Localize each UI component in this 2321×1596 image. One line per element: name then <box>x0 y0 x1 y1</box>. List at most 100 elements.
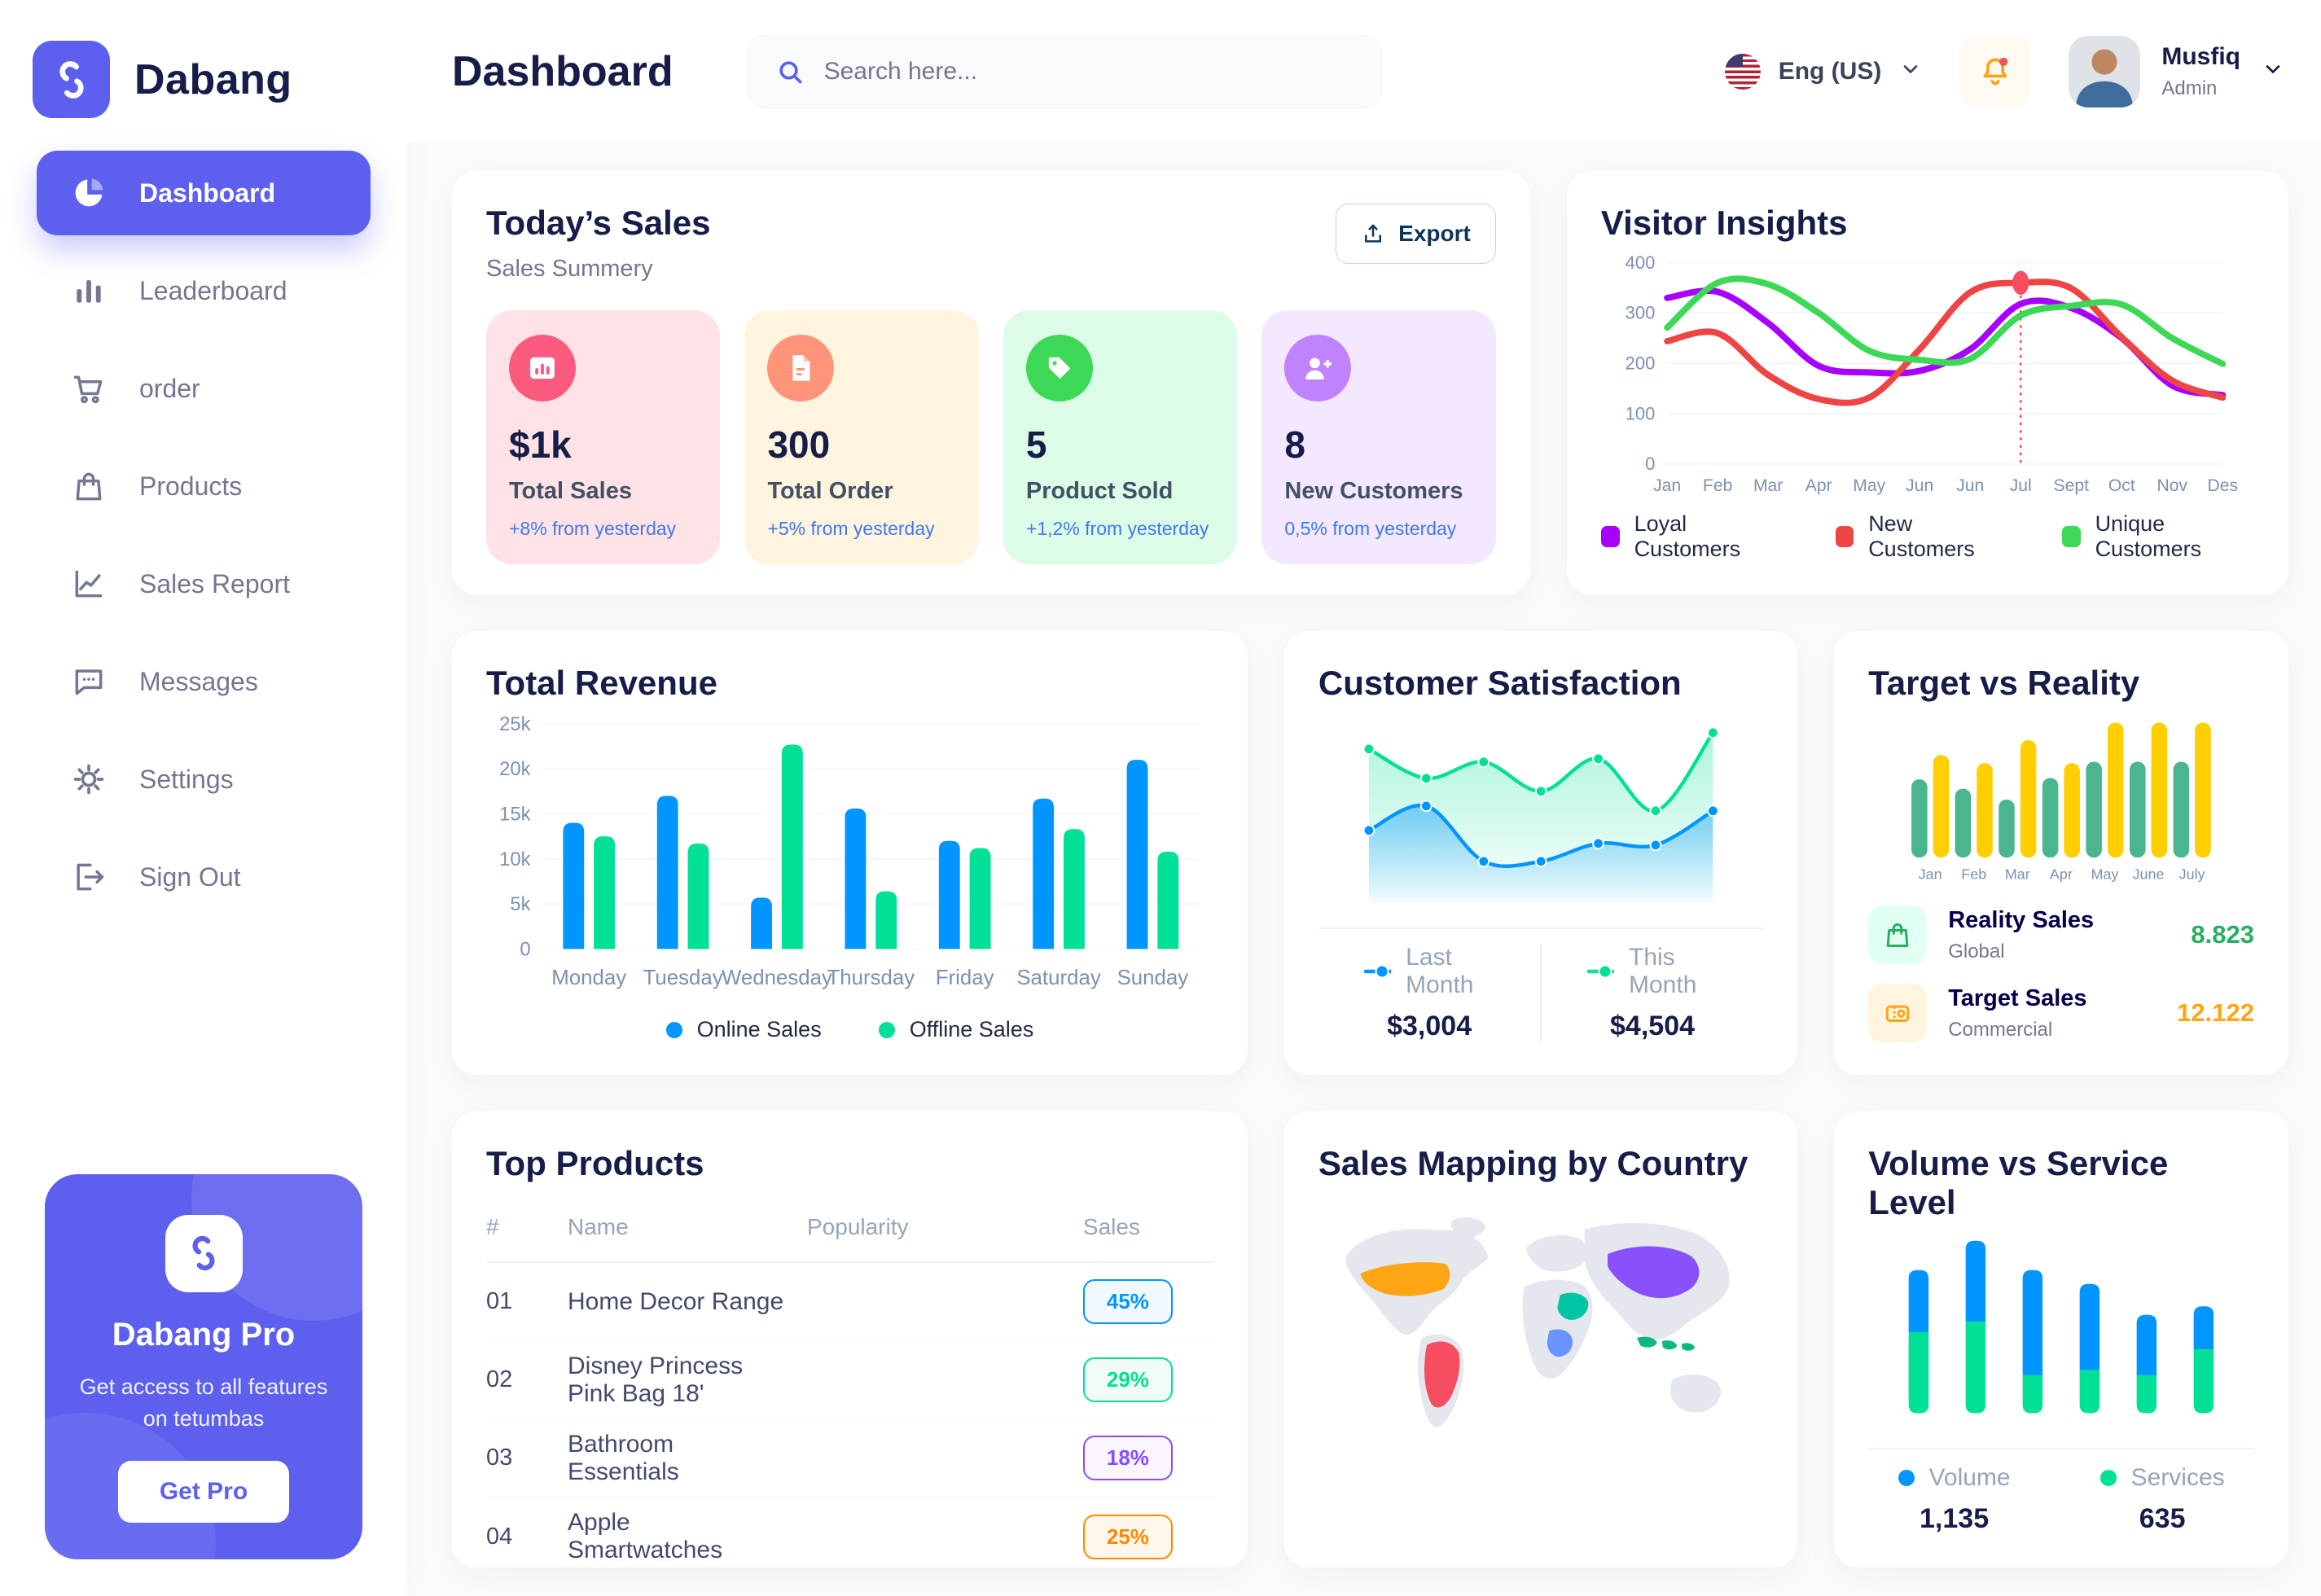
search-input[interactable] <box>823 57 1354 86</box>
svg-text:May: May <box>2091 866 2119 883</box>
bag-icon <box>71 468 107 504</box>
sidebar-item-sales-report[interactable]: Sales Report <box>37 542 371 626</box>
dabang-pro-logo-icon <box>165 1214 243 1292</box>
export-icon <box>1365 224 1382 243</box>
customer-satisfaction-card: Customer Satisfaction Last Month $3,004 Th… <box>1283 631 1798 1075</box>
legend-offline-sales: Offline Sales <box>878 1017 1033 1042</box>
region-indonesia-1 <box>1637 1336 1657 1348</box>
total-revenue-chart: 0 5k 10k 15k 20k 25k Monday TuesdayWednesdayThu… <box>499 713 1200 989</box>
svg-text:0: 0 <box>520 938 530 960</box>
sidebar-item-settings[interactable]: Settings <box>37 737 371 822</box>
svg-text:0: 0 <box>1645 454 1655 474</box>
svg-text:400: 400 <box>1625 252 1655 273</box>
volume-service-legend: Volume 1,135 Services 635 <box>1868 1464 2254 1535</box>
summary-value: 8 <box>1284 423 1305 466</box>
product-row-03: 03 Bathroom Essentials 18% <box>486 1419 1213 1497</box>
top-products-table: # Name Popularity Sales 01 Home Decor Range 45… <box>486 1201 1213 1568</box>
receipt-icon <box>767 335 835 401</box>
signout-icon <box>71 859 107 895</box>
svg-text:Sunday: Sunday <box>1117 967 1189 989</box>
continent-europe <box>1526 1234 1587 1272</box>
svg-text:15k: 15k <box>499 803 531 825</box>
visitor-insights-title: Visitor Insights <box>1600 204 1848 242</box>
sidebar-item-sign-out[interactable]: Sign Out <box>37 835 371 919</box>
svg-text:Jun: Jun <box>1956 476 1984 495</box>
total-revenue-legend: Online Sales Offline Sales <box>486 1017 1213 1042</box>
region-china <box>1608 1246 1700 1299</box>
ticket-icon <box>1868 984 1928 1042</box>
summary-value: 5 <box>1025 423 1047 466</box>
sidebar-item-label: Dashboard <box>139 178 276 208</box>
search-box[interactable] <box>746 34 1382 108</box>
gear-icon <box>71 761 107 797</box>
sidebar-item-label: Leaderboard <box>139 275 287 305</box>
svg-text:Apr: Apr <box>1805 476 1832 495</box>
legend-divider <box>1540 944 1542 1042</box>
product-row-04: 04 Apple Smartwatches 25% <box>486 1497 1213 1568</box>
region-indonesia-2 <box>1661 1340 1678 1350</box>
divider <box>1868 1448 2254 1449</box>
total-revenue-title: Total Revenue <box>486 664 717 702</box>
legend-online-sales: Online Sales <box>665 1017 822 1042</box>
chevron-down-icon <box>1899 58 1922 85</box>
summary-label: New Customers <box>1284 478 1463 504</box>
sidebar-item-order[interactable]: order <box>37 346 371 431</box>
target-vs-reality-title: Target vs Reality <box>1868 664 2140 702</box>
target-vs-reality-legend: Reality Sales Global 8.823 Target Sales Comm… <box>1868 905 2254 1042</box>
export-button[interactable]: Export <box>1336 204 1496 264</box>
tag-icon <box>1025 335 1093 401</box>
todays-sales-card: Today’s Sales Sales Summery Export $1k To… <box>452 171 1530 594</box>
language-selector[interactable]: Eng (US) <box>1724 53 1923 90</box>
legend-last-month: Last Month $3,004 <box>1318 944 1540 1042</box>
sidebar-item-label: order <box>139 373 200 403</box>
summary-card-total-sales: $1k Total Sales +8% from yesterday <box>486 310 721 564</box>
sales-mapping-card: Sales Mapping by Country <box>1283 1112 1798 1568</box>
cart-icon <box>71 370 107 406</box>
svg-text:July: July <box>2179 866 2205 883</box>
sales-badge: 25% <box>1082 1514 1173 1559</box>
svg-text:Jan: Jan <box>1919 866 1942 883</box>
svg-text:May: May <box>1853 476 1885 495</box>
sidebar-item-messages[interactable]: Messages <box>37 639 371 724</box>
get-pro-button[interactable]: Get Pro <box>118 1461 289 1523</box>
sidebar-item-leaderboard[interactable]: Leaderboard <box>37 248 371 333</box>
brand-name: Dabang <box>134 55 292 103</box>
chat-icon <box>71 664 107 699</box>
user-role: Admin <box>2161 77 2218 99</box>
user-meta: Musfiq Admin <box>2161 43 2240 100</box>
summary-card-new-customers: 8 New Customers 0,5% from yesterday <box>1261 310 1496 564</box>
legend-loyal-customers: Loyal Customers <box>1600 511 1779 562</box>
legend-reality-sales: Reality Sales Global 8.823 <box>1868 905 2254 964</box>
continent-greenland <box>1450 1217 1486 1238</box>
us-flag-icon <box>1724 53 1761 90</box>
user-menu[interactable]: Musfiq Admin <box>2069 35 2284 107</box>
product-row-01: 01 Home Decor Range 45% <box>486 1263 1213 1341</box>
main-area: Dashboard Eng (US) <box>407 0 2321 1596</box>
search-icon <box>779 60 802 84</box>
svg-text:Feb: Feb <box>1703 476 1732 495</box>
todays-sales-title: Today’s Sales <box>486 204 711 242</box>
svg-text:10k: 10k <box>499 848 531 870</box>
legend-volume: Volume 1,135 <box>1854 1464 2056 1535</box>
sidebar-item-dashboard[interactable]: Dashboard <box>37 151 371 235</box>
volume-service-title: Volume vs Service Level <box>1868 1144 2169 1221</box>
page-title: Dashboard <box>452 47 673 95</box>
continent-australia <box>1670 1374 1721 1413</box>
chartline-icon <box>71 566 107 602</box>
user-name: Musfiq <box>2161 42 2240 70</box>
svg-text:Wednesday: Wednesday <box>722 967 832 989</box>
svg-text:25k: 25k <box>499 713 531 735</box>
sales-mapping-title: Sales Mapping by Country <box>1318 1144 1748 1182</box>
pro-card: Dabang Pro Get access to all features on… <box>45 1173 362 1559</box>
sidebar-item-products[interactable]: Products <box>37 444 371 528</box>
target-vs-reality-chart: Jan Feb Mar Apr May June July <box>1911 722 2211 883</box>
legend-services: Services 635 <box>2056 1464 2270 1535</box>
bagGreen-icon <box>1868 905 1928 964</box>
summary-label: Product Sold <box>1025 478 1174 504</box>
userplus-icon <box>1284 335 1352 401</box>
divider <box>1318 927 1764 929</box>
svg-text:June: June <box>2133 866 2165 883</box>
total-revenue-card: Total Revenue 0 5k 10k 15k 20k 25k Monday Tuesd… <box>452 631 1248 1075</box>
summary-delta: +5% from yesterday <box>767 518 935 539</box>
notifications-button[interactable] <box>1959 35 2032 107</box>
